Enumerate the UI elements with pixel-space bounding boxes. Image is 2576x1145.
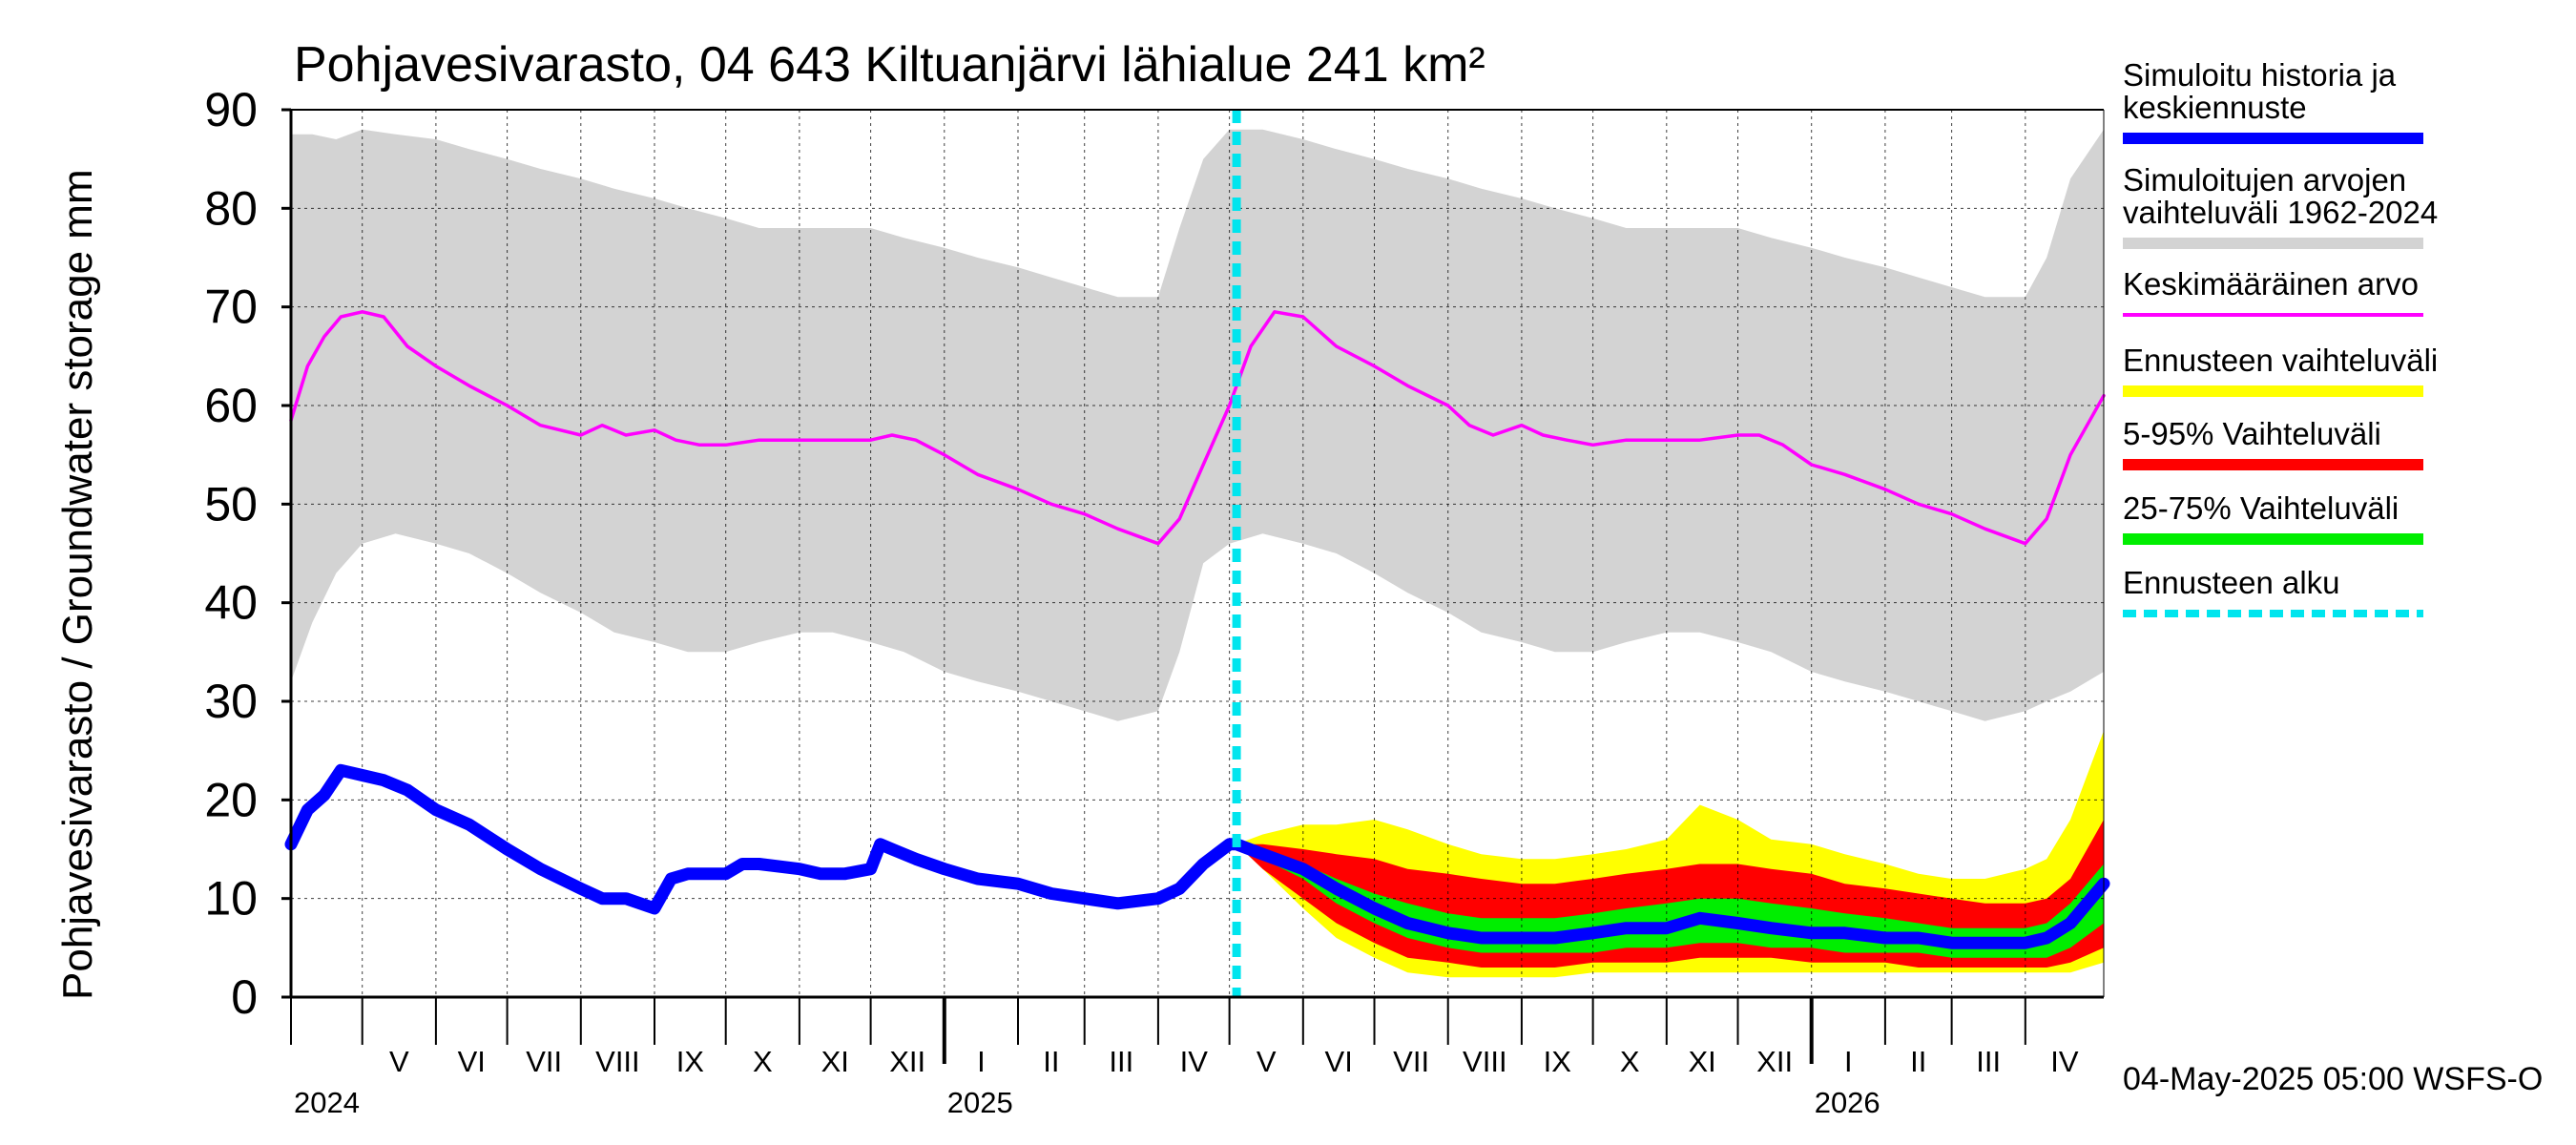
month-label: IX xyxy=(676,1045,705,1078)
y-tick-label: 50 xyxy=(204,477,258,531)
month-label: XII xyxy=(889,1045,925,1078)
y-tick-label: 40 xyxy=(204,576,258,630)
month-label: VIII xyxy=(1463,1045,1507,1078)
month-label: II xyxy=(1910,1045,1926,1078)
month-label: I xyxy=(1844,1045,1853,1078)
month-label: XII xyxy=(1756,1045,1793,1078)
year-label: 2025 xyxy=(947,1086,1013,1119)
month-label: V xyxy=(389,1045,409,1078)
legend-label: 25-75% Vaihteluväli xyxy=(2123,490,2399,526)
legend-label: Simuloitu historia ja xyxy=(2123,57,2397,93)
y-tick-label: 80 xyxy=(204,181,258,235)
month-label: IV xyxy=(1180,1045,1209,1078)
y-tick-label: 70 xyxy=(204,281,258,334)
month-label: VIII xyxy=(595,1045,640,1078)
y-tick-label: 10 xyxy=(204,872,258,926)
month-label: X xyxy=(753,1045,773,1078)
legend-label: Keskimääräinen arvo xyxy=(2123,266,2419,302)
legend-label: vaihteluväli 1962-2024 xyxy=(2123,195,2438,230)
legend-label: keskiennuste xyxy=(2123,90,2307,125)
month-label: I xyxy=(977,1045,986,1078)
legend-label: Ennusteen alku xyxy=(2123,565,2340,600)
month-label: III xyxy=(1976,1045,2001,1078)
timestamp-label: 04-May-2025 05:00 WSFS-O xyxy=(2123,1061,2543,1097)
month-label: XI xyxy=(821,1045,849,1078)
simuloitujen-arvojen-vaihteluvali-1962-2024-band xyxy=(291,129,2104,721)
y-tick-label: 90 xyxy=(204,83,258,136)
month-label: VI xyxy=(458,1045,486,1078)
month-label: V xyxy=(1257,1045,1277,1078)
mean-line xyxy=(289,310,2106,546)
series-lines xyxy=(284,110,2110,997)
y-tick-label: 0 xyxy=(231,970,258,1024)
y-axis-label: Pohjavesivarasto / Groundwater storage m… xyxy=(54,169,101,1000)
chart-title: Pohjavesivarasto, 04 643 Kiltuanjärvi lä… xyxy=(294,37,1485,93)
month-label: II xyxy=(1043,1045,1059,1078)
y-tick-label: 30 xyxy=(204,675,258,728)
month-label: VII xyxy=(526,1045,562,1078)
legend-label: Ennusteen vaihteluväli xyxy=(2123,343,2438,378)
month-label: XI xyxy=(1689,1045,1716,1078)
legend-label: Simuloitujen arvojen xyxy=(2123,162,2406,198)
year-label: 2026 xyxy=(1815,1086,1880,1119)
y-tick-label: 60 xyxy=(204,379,258,432)
month-label: VII xyxy=(1393,1045,1429,1078)
year-label: 2024 xyxy=(294,1086,360,1119)
y-tick-label: 20 xyxy=(204,773,258,826)
month-label: VI xyxy=(1325,1045,1353,1078)
month-label: IX xyxy=(1544,1045,1572,1078)
month-label: X xyxy=(1620,1045,1640,1078)
month-label: IV xyxy=(2050,1045,2079,1078)
month-label: III xyxy=(1109,1045,1133,1078)
grid-lines xyxy=(291,110,2104,997)
legend-label: 5-95% Vaihteluväli xyxy=(2123,416,2381,451)
history-forecast-line xyxy=(284,763,2110,949)
